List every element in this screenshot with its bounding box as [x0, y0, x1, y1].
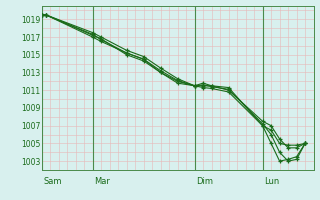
Text: Mar: Mar	[94, 177, 110, 186]
Text: Sam: Sam	[43, 177, 61, 186]
Text: Dim: Dim	[196, 177, 213, 186]
Text: Lun: Lun	[264, 177, 279, 186]
